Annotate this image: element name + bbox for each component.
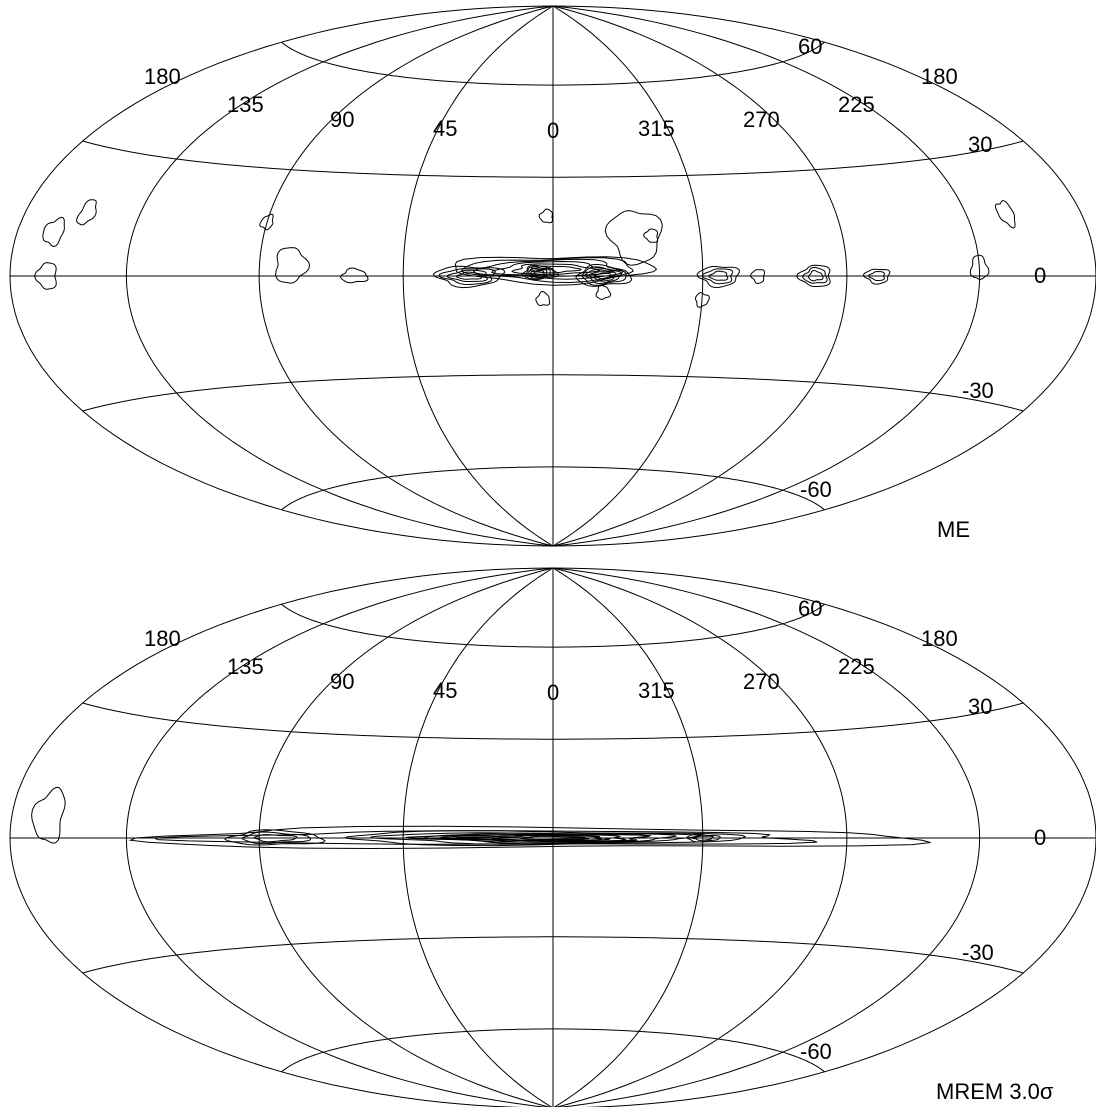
contour-line — [701, 268, 734, 285]
lon-label-180-right: 180 — [921, 626, 958, 651]
contour-line — [593, 272, 611, 280]
lon-label-225: 225 — [838, 654, 875, 679]
contour-line — [42, 216, 65, 248]
lon-label-45: 45 — [433, 116, 457, 141]
contour-line — [533, 270, 545, 276]
contour-line — [535, 290, 551, 307]
lon-label-315: 315 — [638, 116, 675, 141]
contour-line — [538, 208, 554, 224]
contour-line — [152, 830, 818, 845]
lon-label-180-left: 180 — [144, 64, 181, 89]
contour-line — [575, 263, 633, 287]
contour-line — [994, 200, 1016, 229]
parallel-line — [82, 702, 1024, 740]
lat-label-minus-30: -30 — [962, 378, 994, 403]
contour-line — [796, 264, 831, 288]
contour-line — [438, 268, 496, 286]
parallel-line — [281, 41, 825, 86]
contour-line — [696, 266, 740, 289]
contour-line — [76, 199, 97, 226]
contour-line — [867, 270, 886, 281]
panel-me-title: ME — [937, 517, 970, 542]
contour-line — [530, 269, 548, 277]
contour-line — [521, 264, 559, 281]
panel-mrem: 180 135 90 45 0 315 270 225 180 60 30 0 … — [9, 567, 1096, 1107]
contour-line — [454, 256, 658, 286]
contour-line — [691, 835, 715, 841]
lat-label-30: 30 — [968, 694, 992, 719]
contour-line — [224, 829, 326, 846]
lat-label-minus-30: -30 — [962, 940, 994, 965]
lon-label-0: 0 — [547, 680, 559, 705]
lat-label-60: 60 — [798, 34, 822, 59]
lat-label-30: 30 — [968, 132, 992, 157]
lat-label-0: 0 — [1034, 825, 1046, 850]
lon-label-270: 270 — [743, 107, 780, 132]
lon-label-90: 90 — [330, 107, 354, 132]
parallel-line — [82, 374, 1024, 412]
lat-label-minus-60: -60 — [800, 1039, 832, 1064]
parallel-line — [281, 1028, 825, 1073]
contour-line — [694, 292, 710, 308]
lon-label-180-left: 180 — [144, 626, 181, 651]
contour-line — [253, 834, 298, 843]
panel-me-contours — [34, 199, 1016, 308]
contour-line — [526, 266, 556, 280]
lon-label-45: 45 — [433, 678, 457, 703]
parallel-line — [82, 936, 1024, 974]
contour-line — [802, 267, 828, 284]
lon-label-315: 315 — [638, 678, 675, 703]
contour-line — [432, 265, 506, 289]
contour-line — [461, 257, 634, 284]
panel-me: 180 135 90 45 0 315 270 225 180 60 30 0 … — [9, 5, 1096, 547]
lon-label-135: 135 — [227, 654, 264, 679]
contour-line — [463, 834, 627, 842]
contour-line — [340, 267, 369, 284]
parallel-line — [281, 603, 825, 648]
panel-mrem-title: MREM 3.0σ — [936, 1079, 1054, 1104]
contour-line — [439, 833, 648, 843]
contour-line — [259, 213, 274, 231]
contour-line — [241, 831, 312, 845]
contour-line — [446, 269, 488, 282]
contour-line — [343, 830, 747, 847]
contour-line — [423, 832, 678, 845]
contour-line — [863, 268, 891, 285]
contour-line — [969, 254, 990, 280]
contour-line — [750, 269, 766, 285]
contour-line — [604, 210, 663, 266]
contour-line — [491, 834, 612, 841]
lon-label-0: 0 — [547, 118, 559, 143]
lat-label-60: 60 — [798, 596, 822, 621]
lon-label-135: 135 — [227, 92, 264, 117]
panel-mrem-contours — [31, 786, 931, 850]
parallel-line — [82, 140, 1024, 178]
contour-line — [708, 270, 729, 281]
contour-line — [455, 271, 482, 280]
contour-line — [643, 228, 659, 243]
contour-line — [370, 832, 703, 845]
contour-line — [595, 284, 612, 300]
contour-line — [34, 262, 57, 290]
lat-label-0: 0 — [1034, 263, 1046, 288]
contour-line — [581, 266, 627, 286]
contour-line — [686, 833, 721, 843]
lon-label-225: 225 — [838, 92, 875, 117]
contour-line — [518, 835, 590, 840]
panel-mrem-grid — [9, 567, 1096, 1107]
contour-line — [128, 825, 931, 850]
parallel-line — [281, 466, 825, 511]
contour-line — [472, 258, 623, 280]
lon-label-270: 270 — [743, 669, 780, 694]
contour-line — [807, 269, 824, 282]
contour-line — [528, 268, 551, 279]
contour-line — [584, 268, 623, 285]
contour-line — [588, 271, 617, 282]
lon-label-180-right: 180 — [921, 64, 958, 89]
contour-line — [31, 786, 66, 844]
lat-label-minus-60: -60 — [800, 477, 832, 502]
lon-label-90: 90 — [330, 669, 354, 694]
contour-line — [275, 247, 311, 284]
